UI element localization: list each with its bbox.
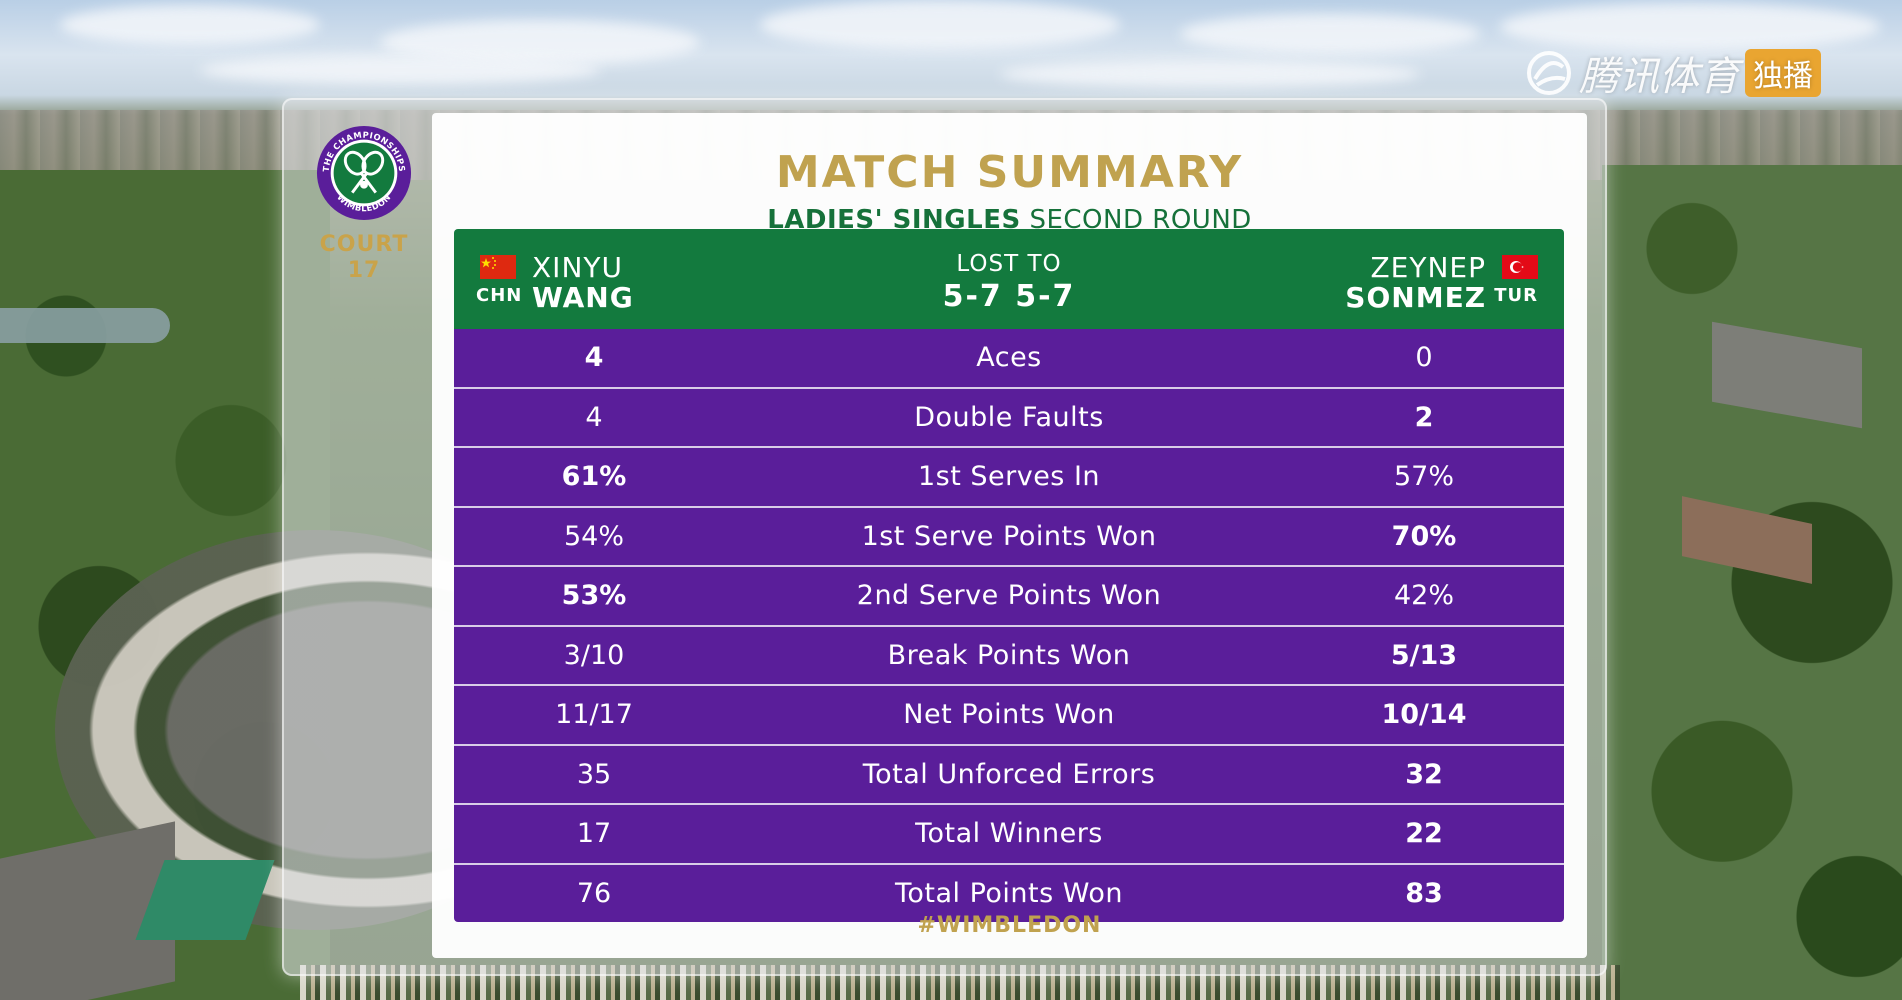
player2-stat-value: 83 <box>1405 877 1443 909</box>
player2-last-name: SONMEZ <box>1345 281 1486 314</box>
player1-stat-value: 4 <box>585 401 603 433</box>
player2-first-name: ZEYNEP <box>1370 251 1486 284</box>
stat-row-first-serve-points-won: 54% 1st Serve Points Won 70% <box>454 505 1564 565</box>
stat-row-double-faults: 4 Double Faults 2 <box>454 386 1564 446</box>
player1-stat-value: 35 <box>576 758 612 790</box>
player2-stat-value: 42% <box>1393 580 1454 612</box>
player2-stat-value: 22 <box>1405 818 1443 850</box>
players-header: CHN XINYU WANG LOST TO 5-7 5-7 ZEYNEP SO… <box>454 229 1564 329</box>
player1-stat-value: 11/17 <box>555 699 633 731</box>
player1-country: CHN <box>476 285 523 306</box>
china-flag-icon <box>480 255 516 279</box>
stat-row-aces: 4 Aces 0 <box>454 329 1564 387</box>
turkey-flag-icon <box>1502 255 1538 279</box>
player1-stat-value: 53% <box>561 580 627 612</box>
player2-country: TUR <box>1494 285 1538 306</box>
player1-stat-value: 17 <box>576 818 612 850</box>
stat-row-net-points-won: 11/17 Net Points Won 10/14 <box>454 684 1564 744</box>
hashtag: #WIMBLEDON <box>917 913 1102 938</box>
stat-label: Net Points Won <box>903 699 1115 731</box>
player1-stat-value: 54% <box>563 520 624 552</box>
watermark-text: 腾讯体育 <box>1579 54 1739 100</box>
stat-label: Total Unforced Errors <box>862 758 1156 790</box>
stat-row-second-serve-points-won: 53% 2nd Serve Points Won 42% <box>454 565 1564 625</box>
player2-stat-value: 32 <box>1405 758 1443 790</box>
player2-stat-value: 5/13 <box>1390 639 1458 671</box>
player2-stat-value: 70% <box>1391 520 1457 552</box>
stat-label: 1st Serves In <box>917 461 1101 493</box>
court-word: COURT <box>319 232 409 257</box>
broadcaster-watermark: 腾讯体育 独播 <box>1525 44 1821 102</box>
player2-stat-value: 57% <box>1393 461 1454 493</box>
player2-stat-value: 0 <box>1415 342 1433 374</box>
stat-label: Break Points Won <box>887 639 1131 671</box>
stat-label: Double Faults <box>914 401 1104 433</box>
wimbledon-logo-icon: THE CHAMPIONSHIPS WIMBLEDON <box>316 125 412 221</box>
court-label: COURT 17 <box>282 232 446 284</box>
stat-row-first-serves-in: 61% 1st Serves In 57% <box>454 446 1564 506</box>
tencent-sports-logo-icon <box>1527 51 1571 95</box>
summary-title: MATCH SUMMARY <box>775 147 1244 198</box>
player2-stat-value: 10/14 <box>1381 699 1467 731</box>
court-number: 17 <box>347 258 381 283</box>
stat-label: Total Points Won <box>894 877 1124 909</box>
summary-panel: MATCH SUMMARY LADIES' SINGLES SECOND ROU… <box>432 113 1587 958</box>
court-info: THE CHAMPIONSHIPS WIMBLEDON COURT 17 <box>282 98 430 976</box>
player1-first-name: XINYU <box>532 251 623 284</box>
player1-stat-value: 61% <box>561 461 627 493</box>
stat-row-total-unforced-errors: 35 Total Unforced Errors 32 <box>454 743 1564 803</box>
stat-label: 1st Serve Points Won <box>861 520 1157 552</box>
player1-stat-value: 76 <box>576 877 612 909</box>
stat-row-total-winners: 17 Total Winners 22 <box>454 803 1564 863</box>
match-score: 5-7 5-7 <box>942 279 1076 314</box>
stat-row-break-points-won: 3/10 Break Points Won 5/13 <box>454 624 1564 684</box>
stat-label: Aces <box>976 342 1042 374</box>
result-label: LOST TO <box>956 251 1062 277</box>
exclusive-badge: 独播 <box>1745 49 1821 97</box>
stat-row-total-points-won: 76 Total Points Won 83 <box>454 862 1564 922</box>
stat-label: 2nd Serve Points Won <box>856 580 1162 612</box>
player1-last-name: WANG <box>532 281 634 314</box>
stats-table: 4 Aces 0 4 Double Faults 2 61% 1st Serve… <box>454 329 1564 922</box>
player1-stat-value: 3/10 <box>563 639 625 671</box>
match-summary-card: THE CHAMPIONSHIPS WIMBLEDON COURT 17 MAT… <box>282 98 1607 976</box>
stat-label: Total Winners <box>915 818 1103 850</box>
player2-stat-value: 2 <box>1414 401 1434 433</box>
player1-stat-value: 4 <box>584 342 604 374</box>
